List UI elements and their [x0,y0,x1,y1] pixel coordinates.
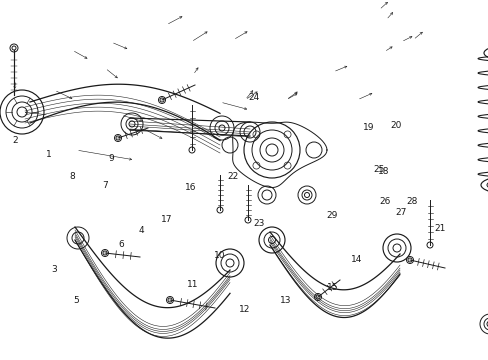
Text: 24: 24 [248,93,260,102]
Text: 4: 4 [139,226,144,235]
Text: 16: 16 [184,183,196,192]
Text: 2: 2 [13,136,19,145]
Text: 19: 19 [362,123,374,132]
Text: 8: 8 [69,172,75,181]
Text: 27: 27 [394,208,406,217]
Text: 5: 5 [73,296,79,305]
Text: 26: 26 [379,197,390,206]
Text: 10: 10 [214,251,225,260]
Text: 12: 12 [238,305,250,314]
Text: 17: 17 [160,215,172,224]
Text: 1: 1 [46,150,52,159]
Text: 11: 11 [187,280,199,289]
Text: 6: 6 [118,240,124,249]
Text: 21: 21 [433,224,445,233]
Text: 18: 18 [377,166,389,175]
Text: 15: 15 [326,284,338,292]
Text: 9: 9 [108,154,114,163]
Text: 25: 25 [372,165,384,174]
Text: 22: 22 [226,172,238,181]
Text: 7: 7 [102,181,108,190]
Text: 28: 28 [406,197,417,206]
Text: 20: 20 [389,122,401,130]
Text: 29: 29 [326,211,338,220]
Text: 14: 14 [350,255,362,264]
Text: 3: 3 [51,266,57,274]
Text: 13: 13 [280,296,291,305]
Text: 23: 23 [253,219,264,228]
